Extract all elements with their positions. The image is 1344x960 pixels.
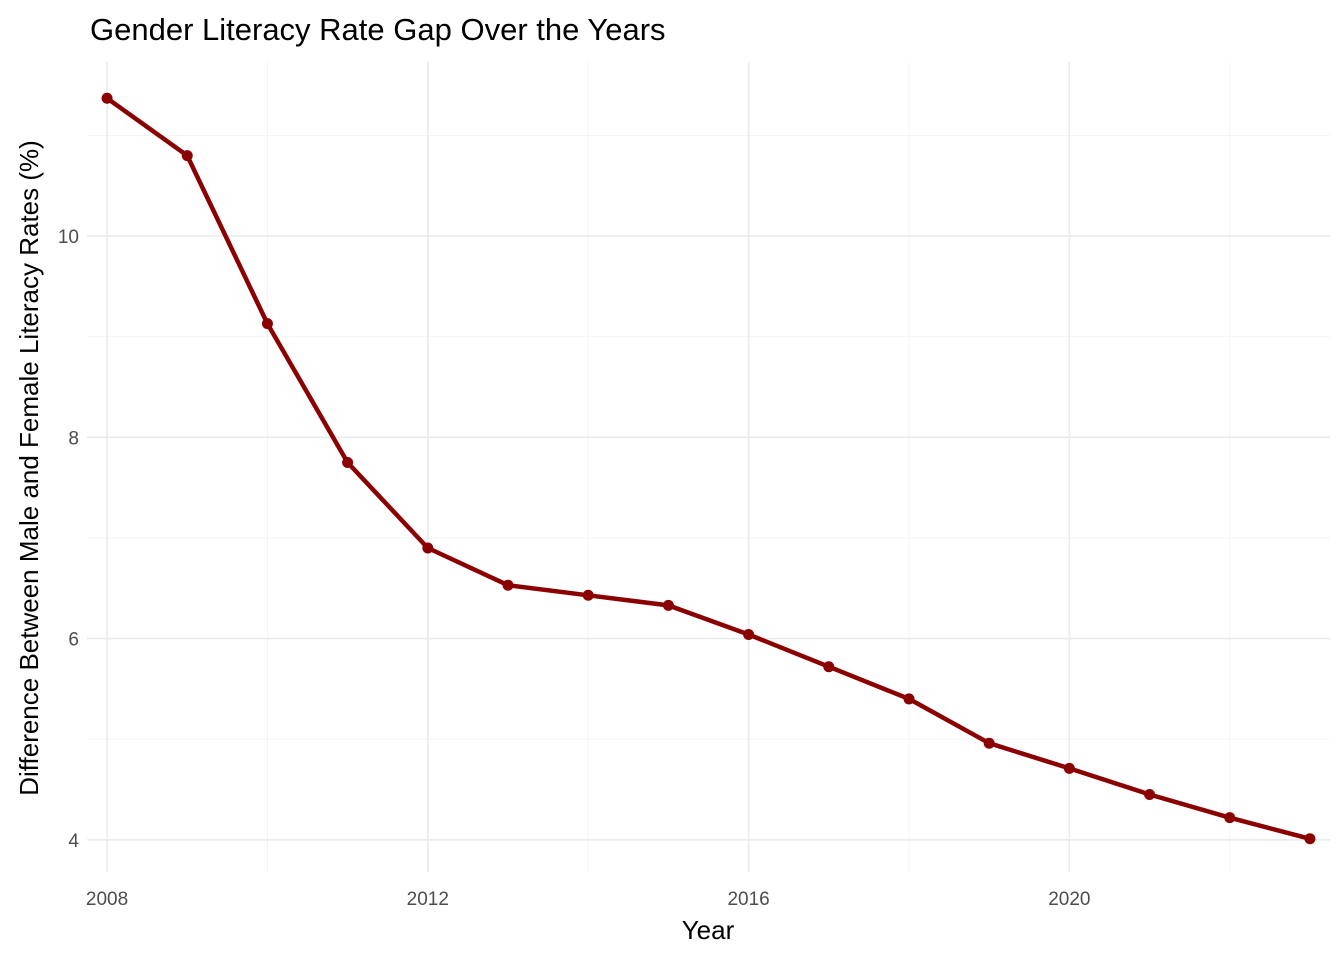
series-lines — [104, 95, 1313, 842]
y-tick-labels: 4 6 8 10 — [58, 227, 80, 852]
data-point — [101, 92, 113, 104]
chart-title: Gender Literacy Rate Gap Over the Years — [90, 12, 666, 47]
data-point — [662, 599, 674, 611]
data-point — [1063, 762, 1075, 774]
data-point — [743, 629, 755, 641]
data-point — [823, 661, 835, 673]
data-point — [1304, 833, 1316, 845]
data-point — [422, 542, 434, 554]
y-tick-label: 6 — [68, 630, 79, 651]
data-point — [261, 318, 273, 330]
x-tick-label: 2012 — [407, 889, 449, 910]
data-point — [1144, 789, 1156, 801]
series-line — [104, 95, 1313, 842]
y-tick-label: 10 — [58, 227, 79, 248]
grid-lines — [87, 62, 1330, 872]
y-tick-label: 4 — [68, 831, 79, 852]
y-tick-label: 8 — [68, 428, 79, 449]
x-tick-label: 2020 — [1048, 889, 1090, 910]
data-point — [1224, 812, 1236, 824]
series-points — [101, 92, 1316, 845]
data-point — [502, 579, 514, 591]
data-point — [342, 456, 354, 468]
y-axis-title: Difference Between Male and Female Liter… — [14, 140, 44, 796]
data-point — [181, 150, 193, 162]
data-point — [582, 589, 594, 601]
x-tick-labels: 2008 2012 2016 2020 — [86, 889, 1091, 910]
data-point — [903, 693, 915, 705]
data-point — [983, 737, 995, 749]
x-tick-label: 2008 — [86, 889, 128, 910]
x-axis-title: Year — [682, 915, 735, 945]
x-tick-label: 2016 — [727, 889, 769, 910]
